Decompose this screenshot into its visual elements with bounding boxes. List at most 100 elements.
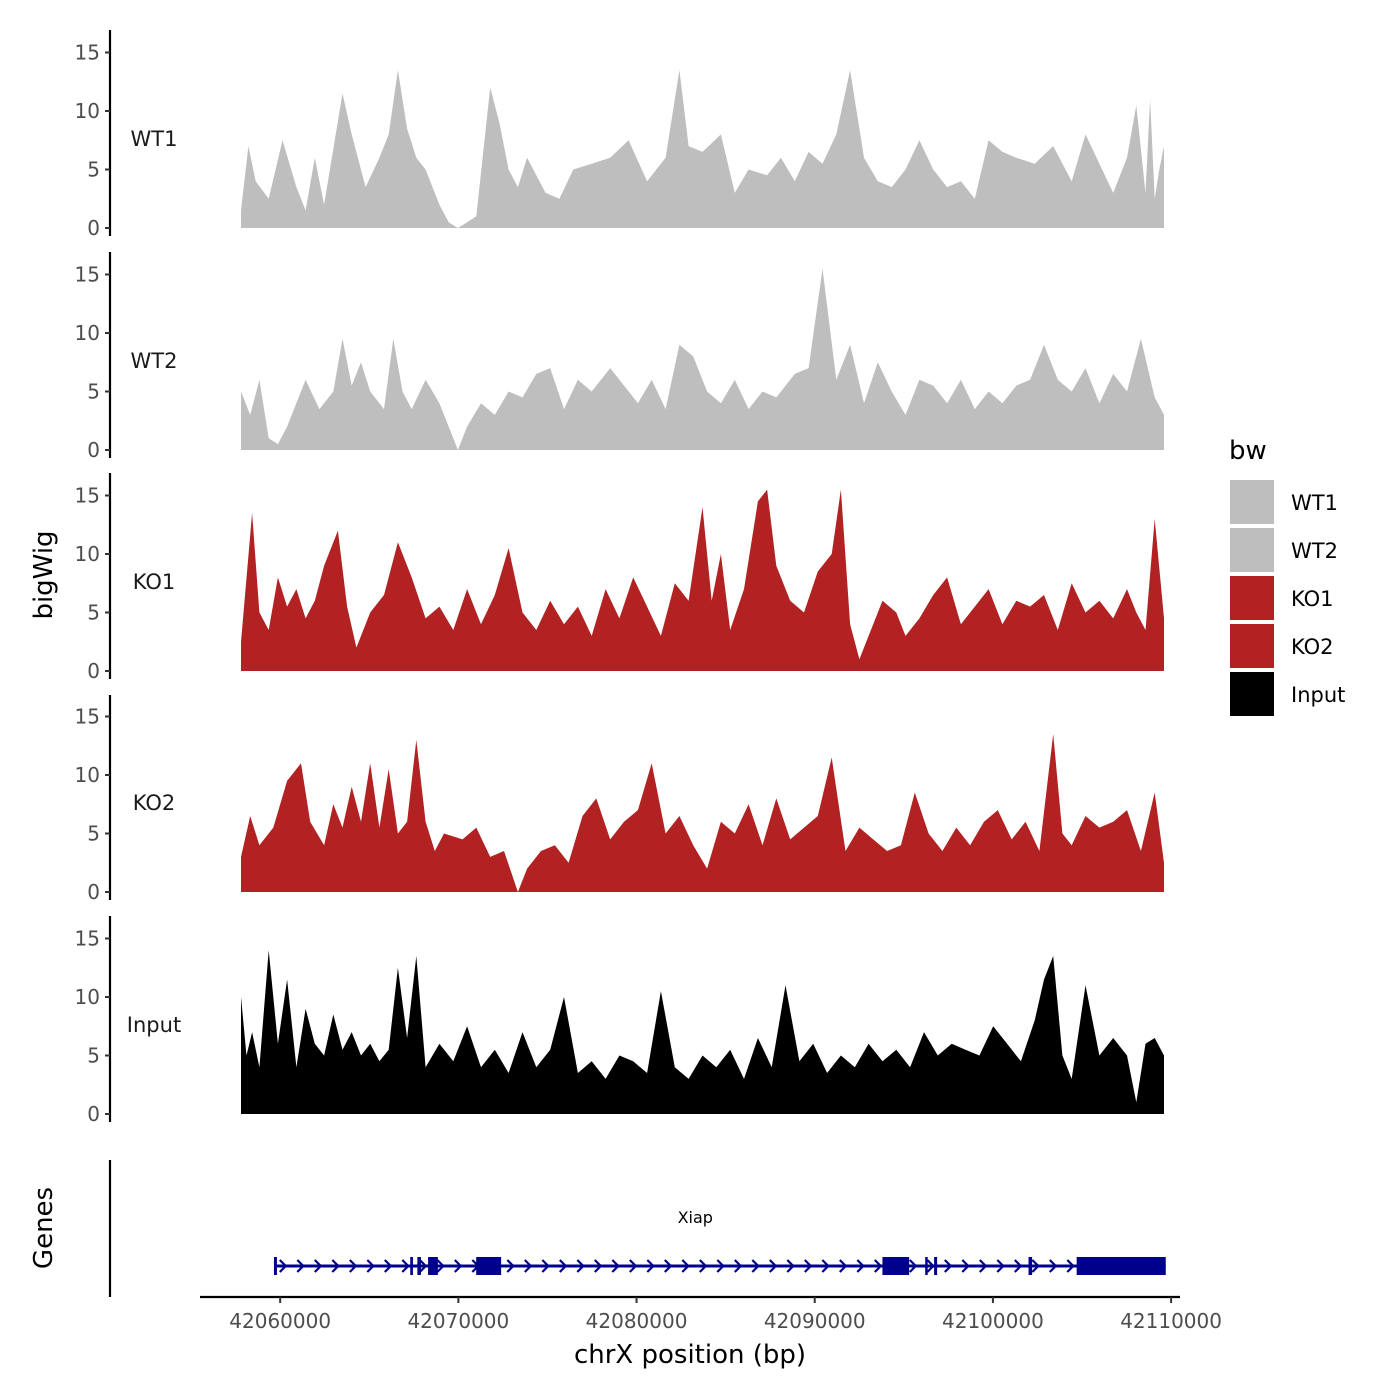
y-tick-label: 10 xyxy=(75,763,100,787)
gene-label: Xiap xyxy=(678,1208,713,1227)
strand-arrow xyxy=(401,1259,410,1273)
y-tick-label: 15 xyxy=(75,263,100,287)
y-tick-label: 0 xyxy=(87,880,100,904)
y-tick-label: 15 xyxy=(75,41,100,65)
gene-utr xyxy=(410,1257,413,1275)
gene-exon xyxy=(476,1257,502,1275)
y-tick-label: 15 xyxy=(75,484,100,508)
track-label: Input xyxy=(127,1013,181,1037)
track-wt2: 0 5 10 15 WT2 xyxy=(75,252,1164,462)
strand-arrow xyxy=(874,1259,883,1273)
strand-arrow xyxy=(1014,1259,1023,1273)
legend: bw WT1 WT2 KO1 KO2 Input xyxy=(1229,436,1345,716)
signal-area xyxy=(241,734,1164,892)
strand-arrow xyxy=(804,1259,813,1273)
track-ko1: 0 5 10 15 KO1 xyxy=(75,473,1164,683)
strand-arrow xyxy=(786,1259,795,1273)
strand-arrow xyxy=(314,1259,323,1273)
strand-arrow xyxy=(926,1259,935,1273)
gene-exon xyxy=(882,1257,910,1275)
y-tick-label: 15 xyxy=(75,927,100,951)
strand-arrow xyxy=(699,1259,708,1273)
strand-arrow xyxy=(436,1259,445,1273)
strand-arrow xyxy=(331,1259,340,1273)
strand-arrow xyxy=(664,1259,673,1273)
y-tick-label: 5 xyxy=(87,822,100,846)
strand-arrow xyxy=(1066,1259,1075,1273)
gene-exon xyxy=(417,1257,421,1275)
gene-exon xyxy=(1076,1257,1166,1275)
strand-arrow xyxy=(821,1259,830,1273)
strand-arrow xyxy=(646,1259,655,1273)
track-input: 0 5 10 15 Input xyxy=(75,916,1164,1126)
y-tick-label: 5 xyxy=(87,601,100,625)
x-tick-label: 42090000 xyxy=(764,1309,866,1333)
legend-label: WT1 xyxy=(1291,491,1338,515)
y-tick-label: 5 xyxy=(87,380,100,404)
legend-swatch xyxy=(1230,672,1274,716)
legend-label: WT2 xyxy=(1291,539,1338,563)
strand-arrow xyxy=(524,1259,533,1273)
strand-arrow xyxy=(944,1259,953,1273)
y-tick-label: 10 xyxy=(75,542,100,566)
y-tick-label: 0 xyxy=(87,1102,100,1126)
strand-arrow xyxy=(541,1259,550,1273)
legend-label: Input xyxy=(1291,683,1345,707)
strand-arrow xyxy=(419,1259,428,1273)
strand-arrow xyxy=(751,1259,760,1273)
x-tick-label: 42100000 xyxy=(942,1309,1044,1333)
signal-area xyxy=(241,70,1164,228)
strand-arrow xyxy=(506,1259,515,1273)
y-tick-label: 5 xyxy=(87,158,100,182)
strand-arrow xyxy=(1049,1259,1058,1273)
x-tick-label: 42080000 xyxy=(586,1309,688,1333)
strand-arrow xyxy=(296,1259,305,1273)
track-wt1: 0 5 10 15 WT1 xyxy=(75,30,1164,240)
legend-label: KO1 xyxy=(1291,587,1334,611)
x-tick-label: 42060000 xyxy=(229,1309,331,1333)
strand-arrow xyxy=(629,1259,638,1273)
strand-arrow xyxy=(454,1259,463,1273)
gene-track: Xiap xyxy=(108,1160,1166,1297)
strand-arrow xyxy=(559,1259,568,1273)
gene-exon xyxy=(934,1257,938,1275)
gene-exon xyxy=(1028,1257,1033,1275)
strand-arrow xyxy=(961,1259,970,1273)
strand-arrow xyxy=(366,1259,375,1273)
strand-arrow xyxy=(979,1259,988,1273)
strand-arrow xyxy=(1031,1259,1040,1273)
track-label: KO2 xyxy=(133,791,176,815)
bigwig-tracks: 0 5 10 15 WT1 0 5 10 15 WT2 0 5 10 15 KO1 0 5 10 15 KO2 0 5 10… xyxy=(75,30,1164,1126)
y-tick-label: 5 xyxy=(87,1044,100,1068)
signal-area xyxy=(241,950,1164,1114)
strand-arrow xyxy=(349,1259,358,1273)
legend-swatch xyxy=(1230,528,1274,572)
y-tick-label: 10 xyxy=(75,985,100,1009)
legend-title: bw xyxy=(1229,436,1267,466)
track-label: WT1 xyxy=(131,127,178,151)
signal-area xyxy=(241,489,1164,671)
strand-arrow xyxy=(384,1259,393,1273)
x-tick-label: 42070000 xyxy=(407,1309,509,1333)
strand-arrow xyxy=(909,1259,918,1273)
y-tick-label: 0 xyxy=(87,438,100,462)
y-tick-label: 15 xyxy=(75,705,100,729)
legend-swatch xyxy=(1230,624,1274,668)
strand-arrow xyxy=(839,1259,848,1273)
strand-arrow xyxy=(996,1259,1005,1273)
y-axis-title: bigWig xyxy=(29,530,59,619)
track-label: KO1 xyxy=(133,570,176,594)
legend-label: KO2 xyxy=(1291,635,1334,659)
x-axis: 42060000 42070000 42080000 42090000 42100000… xyxy=(200,1295,1222,1333)
gene-utr xyxy=(925,1257,928,1275)
x-axis-title: chrX position (bp) xyxy=(574,1340,806,1370)
track-label: WT2 xyxy=(131,349,178,373)
legend-swatch xyxy=(1230,480,1274,524)
y-tick-label: 10 xyxy=(75,321,100,345)
strand-arrow xyxy=(594,1259,603,1273)
signal-area xyxy=(241,268,1164,450)
strand-arrow xyxy=(681,1259,690,1273)
gene-exon xyxy=(428,1257,438,1275)
strand-arrow xyxy=(734,1259,743,1273)
